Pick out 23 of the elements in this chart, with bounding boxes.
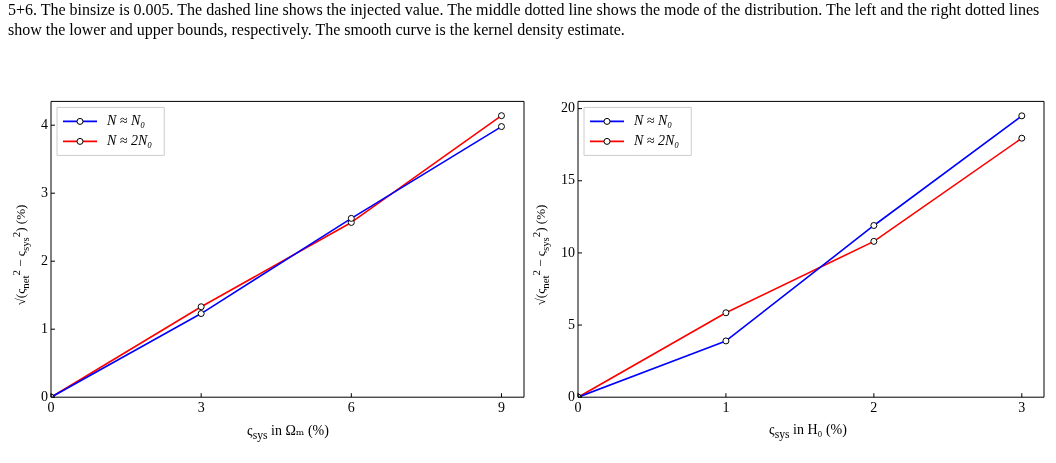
y-tick-label: 15 [561,172,575,188]
y-tick-label: 1 [41,320,48,336]
legend-label: N ≈ 2N₀ [106,133,153,149]
text: 5+6. The binsize is 0.005. The dashed line shows the injected value. The middle dotted line shows the mode of the distribution. The left and the right dotted lines show the lower and upper bounds, respectively. The smooth curve is the kernel density estimate. [8,0,1041,40]
legend-label: N ≈ N₀ [106,113,146,129]
x-tick-label: 1 [722,400,730,416]
y-tick-label: 3 [41,184,48,200]
x-axis-title: ς$_{sys}$ in Ωₘ (%) [246,422,330,442]
x-tick-label: 2 [870,400,878,416]
x-axis-title: ς$_{sys}$ in H₀ (%) [768,422,848,441]
y-tick-label: 4 [41,116,48,132]
x-tick-label: 9 [497,400,505,416]
legend-label: N ≈ N₀ [633,113,673,129]
y-tick-label: 20 [561,100,575,116]
legend-label: N ≈ 2N₀ [633,133,680,149]
y-tick-label: 2 [41,252,48,268]
y-tick-label: 10 [561,244,575,260]
y-tick-label: 0 [568,388,575,404]
y-tick-label: 5 [568,316,575,332]
x-tick-label: 3 [197,400,205,416]
x-tick-label: 3 [1018,400,1026,416]
y-tick-label: 0 [41,388,48,404]
x-tick-label: 6 [347,400,355,416]
